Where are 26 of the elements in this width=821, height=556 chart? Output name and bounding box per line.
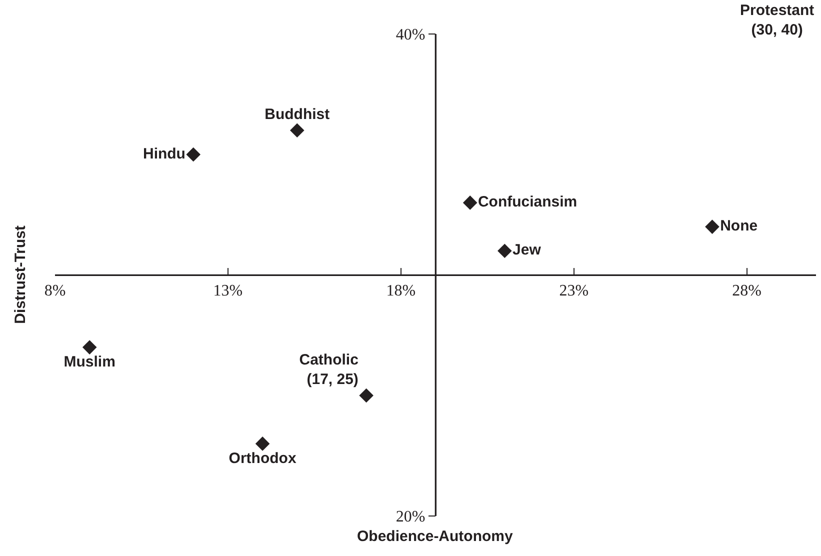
point bbox=[186, 147, 201, 162]
point bbox=[498, 244, 512, 258]
series-label: Buddhist bbox=[264, 106, 330, 123]
x-tick-label: 13% bbox=[213, 282, 243, 300]
x-axis-title: Obedience-Autonomy bbox=[357, 528, 514, 545]
y-axis-title: Distrust-Trust bbox=[12, 225, 29, 324]
series-label: Hindu bbox=[142, 145, 186, 162]
series-label: Confuciansim bbox=[478, 193, 578, 210]
x-tick-label: 18% bbox=[386, 282, 416, 300]
x-tick-label: 8% bbox=[44, 282, 66, 300]
series-label: Catholic (17, 25) bbox=[299, 351, 358, 388]
y-tick-label: 20% bbox=[396, 508, 426, 526]
series-label: Orthodox bbox=[228, 450, 297, 467]
point bbox=[290, 123, 304, 138]
point bbox=[255, 436, 270, 451]
point bbox=[462, 196, 478, 210]
x-tick-label: 28% bbox=[732, 282, 762, 300]
point bbox=[359, 388, 374, 403]
series-label: Jew bbox=[512, 242, 542, 259]
y-tick-label: 40% bbox=[396, 26, 426, 44]
annotation: Protestant (30, 40) bbox=[740, 2, 814, 38]
point bbox=[82, 340, 97, 354]
x-tick-label: 23% bbox=[559, 282, 589, 300]
series-label: None bbox=[720, 218, 758, 235]
series-label: Muslim bbox=[64, 353, 116, 370]
point bbox=[705, 220, 720, 234]
